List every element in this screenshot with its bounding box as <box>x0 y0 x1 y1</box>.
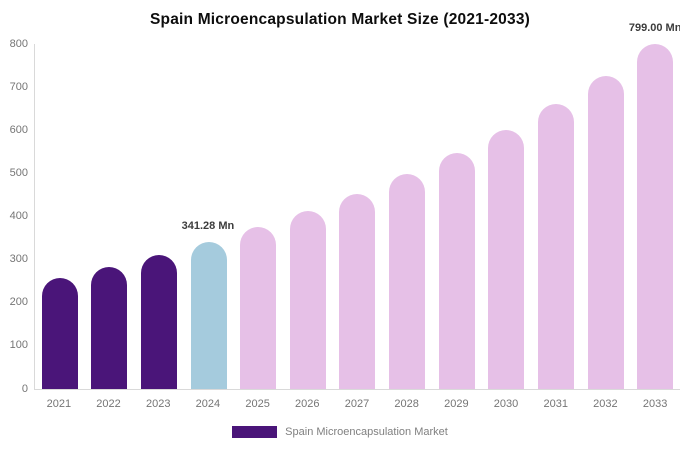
legend: Spain Microencapsulation Market <box>0 426 680 438</box>
bar-slot-2022 <box>85 44 135 389</box>
bar-2027 <box>339 193 376 389</box>
bar-2028 <box>389 174 426 389</box>
bar-2024 <box>190 241 227 389</box>
x-tick-label-2028: 2028 <box>394 398 419 410</box>
x-tick-label-2023: 2023 <box>145 398 171 410</box>
y-tick-label: 800 <box>9 37 28 50</box>
y-tick-label: 300 <box>9 253 28 266</box>
x-tick-label-2030: 2030 <box>493 398 519 410</box>
bar-2021 <box>41 278 78 389</box>
bar-value-label-2033: 799.00 Mn <box>628 22 680 35</box>
bar-2032 <box>587 75 624 389</box>
bar-slot-2021 <box>35 44 85 389</box>
bar-2031 <box>537 103 574 389</box>
y-tick-label: 600 <box>9 123 28 136</box>
bar-slot-2033 <box>630 44 680 389</box>
x-tick-label-2025: 2025 <box>245 398 270 410</box>
bar-2025 <box>240 227 277 389</box>
y-tick-label: 400 <box>9 210 28 222</box>
bar-value-label-2024: 341.28 Mn <box>181 219 235 232</box>
x-tick-label-2031: 2031 <box>543 398 568 410</box>
x-tick-label-2033: 2033 <box>642 398 668 410</box>
x-tick-label-2032: 2032 <box>593 398 618 410</box>
x-tick-label-2022: 2022 <box>96 398 121 410</box>
bar-slot-2031 <box>531 44 581 389</box>
y-tick-label: 500 <box>9 166 28 179</box>
bar-slot-2024 <box>184 44 234 389</box>
chart-title: Spain Microencapsulation Market Size (20… <box>149 11 530 28</box>
bar-2026 <box>289 211 326 389</box>
x-tick-label-2024: 2024 <box>195 398 221 410</box>
plot-area <box>34 44 680 390</box>
bar-2030 <box>488 129 525 389</box>
bar-slot-2023 <box>134 44 184 389</box>
legend-swatch <box>232 426 278 438</box>
bar-slot-2026 <box>283 44 333 389</box>
bar-2023 <box>141 255 178 389</box>
x-tick-label-2027: 2027 <box>344 398 370 410</box>
x-tick-label-2026: 2026 <box>295 398 320 410</box>
bar-slot-2030 <box>481 44 531 389</box>
bar-2033 <box>637 44 674 389</box>
y-tick-label: 700 <box>9 80 28 93</box>
x-axis: 2021 2022 2023 2024 2025 2026 2027 2028 2029 2030… <box>34 398 680 410</box>
bar-slot-2029 <box>432 44 482 389</box>
bar-2029 <box>438 153 475 389</box>
y-tick-label: 0 <box>21 382 28 395</box>
bar-series <box>35 44 680 389</box>
bar-slot-2025 <box>233 44 283 389</box>
y-tick-label: 200 <box>9 296 28 309</box>
bar-slot-2032 <box>581 44 631 389</box>
bar-slot-2028 <box>382 44 432 389</box>
bar-2022 <box>91 267 128 389</box>
y-tick-label: 100 <box>9 339 28 352</box>
x-tick-label-2021: 2021 <box>46 398 72 410</box>
x-tick-label-2029: 2029 <box>444 398 469 410</box>
bar-slot-2027 <box>333 44 383 389</box>
legend-item-label: Spain Microencapsulation Market <box>285 426 448 438</box>
